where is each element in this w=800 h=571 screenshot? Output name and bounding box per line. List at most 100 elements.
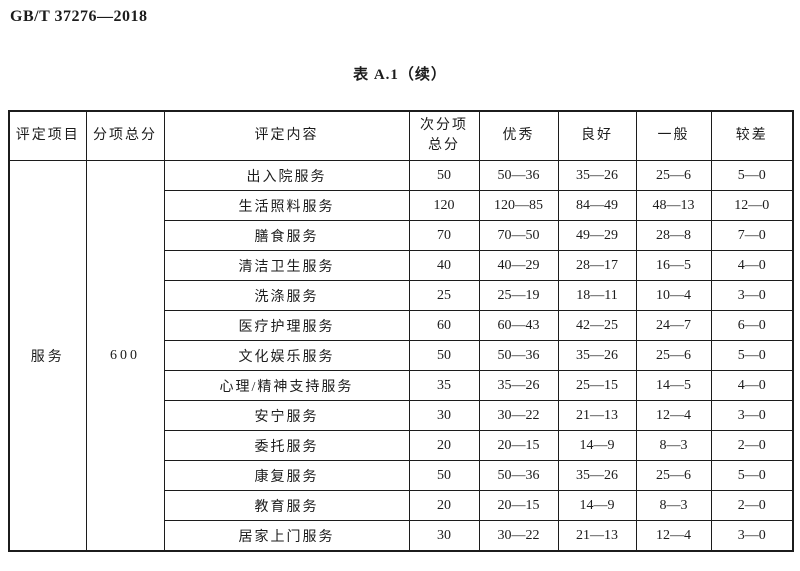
col-header-evaluation-item: 评定项目 (8, 110, 87, 161)
excellent-range-cell: 50—36 (478, 460, 559, 491)
good-range-cell: 35—26 (557, 160, 637, 191)
excellent-range-cell: 30—22 (478, 400, 559, 431)
subtotal-cell: 25 (408, 280, 480, 311)
poor-range-cell: 5—0 (710, 160, 794, 191)
good-range-cell: 42—25 (557, 310, 637, 341)
good-range-cell: 14—9 (557, 490, 637, 521)
table-row: 服务 600 出入院服务 50 50—36 35—26 25—6 5—0 (8, 160, 794, 552)
content-cell: 出入院服务 (163, 160, 410, 191)
content-cell: 居家上门服务 (163, 520, 410, 552)
subtotal-cell: 60 (408, 310, 480, 341)
header-row: 评定项目 分项总分 评定内容 次分项 总分 优秀 良好 一般 较差 (8, 110, 794, 161)
good-range-cell: 21—13 (557, 520, 637, 552)
good-range-cell: 35—26 (557, 460, 637, 491)
col-header-secondary-subitem-total: 次分项 总分 (408, 110, 480, 161)
average-range-cell: 12—4 (635, 400, 712, 431)
subtotal-cell: 120 (408, 190, 480, 221)
content-cell: 医疗护理服务 (163, 310, 410, 341)
content-cell: 生活照料服务 (163, 190, 410, 221)
subtotal-cell: 50 (408, 160, 480, 191)
content-cell: 安宁服务 (163, 400, 410, 431)
subtotal-cell: 50 (408, 460, 480, 491)
subtotal-cell: 35 (408, 370, 480, 401)
poor-range-cell: 3—0 (710, 400, 794, 431)
excellent-range-cell: 35—26 (478, 370, 559, 401)
good-range-cell: 35—26 (557, 340, 637, 371)
average-range-cell: 14—5 (635, 370, 712, 401)
table-row: 清洁卫生服务 40 40—29 28—17 16—5 4—0 (9, 250, 794, 281)
average-range-cell: 24—7 (635, 310, 712, 341)
average-range-cell: 25—6 (635, 160, 712, 191)
rating-table: 评定项目 分项总分 评定内容 次分项 总分 优秀 良好 一般 较差 服务 600 出入… (8, 110, 794, 552)
excellent-range-cell: 50—36 (478, 340, 559, 371)
content-cell: 文化娱乐服务 (163, 340, 410, 371)
poor-range-cell: 2—0 (710, 430, 794, 461)
excellent-range-cell: 70—50 (478, 220, 559, 251)
poor-range-cell: 7—0 (710, 220, 794, 251)
content-cell: 膳食服务 (163, 220, 410, 251)
content-cell: 清洁卫生服务 (163, 250, 410, 281)
table-row: 生活照料服务 120 120—85 84—49 48—13 12—0 (9, 190, 794, 221)
poor-range-cell: 5—0 (710, 340, 794, 371)
good-range-cell: 21—13 (557, 400, 637, 431)
col-header-poor: 较差 (710, 110, 794, 161)
excellent-range-cell: 20—15 (478, 490, 559, 521)
col-header-excellent: 优秀 (478, 110, 559, 161)
table-row: 居家上门服务 30 30—22 21—13 12—4 3—0 (9, 520, 794, 552)
content-cell: 教育服务 (163, 490, 410, 521)
table-row: 文化娱乐服务 50 50—36 35—26 25—6 5—0 (9, 340, 794, 371)
standard-number: GB/T 37276—2018 (10, 8, 148, 25)
poor-range-cell: 4—0 (710, 370, 794, 401)
group-item-cell: 服务 (8, 160, 87, 552)
subtotal-cell: 50 (408, 340, 480, 371)
table-row: 医疗护理服务 60 60—43 42—25 24—7 6—0 (9, 310, 794, 341)
good-range-cell: 84—49 (557, 190, 637, 221)
poor-range-cell: 3—0 (710, 520, 794, 552)
table-row: 洗涤服务 25 25—19 18—11 10—4 3—0 (9, 280, 794, 311)
excellent-range-cell: 30—22 (478, 520, 559, 552)
excellent-range-cell: 20—15 (478, 430, 559, 461)
excellent-range-cell: 120—85 (478, 190, 559, 221)
col-header-good: 良好 (557, 110, 637, 161)
content-cell: 心理/精神支持服务 (163, 370, 410, 401)
average-range-cell: 8—3 (635, 430, 712, 461)
col-header-evaluation-content: 评定内容 (163, 110, 410, 161)
table-row: 安宁服务 30 30—22 21—13 12—4 3—0 (9, 400, 794, 431)
col-header-secondary-line1: 次分项 (420, 117, 468, 133)
average-range-cell: 8—3 (635, 490, 712, 521)
content-cell: 洗涤服务 (163, 280, 410, 311)
table-row: 康复服务 50 50—36 35—26 25—6 5—0 (9, 460, 794, 491)
excellent-range-cell: 60—43 (478, 310, 559, 341)
excellent-range-cell: 25—19 (478, 280, 559, 311)
average-range-cell: 48—13 (635, 190, 712, 221)
excellent-range-cell: 40—29 (478, 250, 559, 281)
content-cell: 委托服务 (163, 430, 410, 461)
content-cell: 康复服务 (163, 460, 410, 491)
average-range-cell: 25—6 (635, 460, 712, 491)
average-range-cell: 16—5 (635, 250, 712, 281)
average-range-cell: 25—6 (635, 340, 712, 371)
subtotal-cell: 70 (408, 220, 480, 251)
average-range-cell: 28—8 (635, 220, 712, 251)
poor-range-cell: 2—0 (710, 490, 794, 521)
subtotal-cell: 20 (408, 490, 480, 521)
average-range-cell: 12—4 (635, 520, 712, 552)
excellent-range-cell: 50—36 (478, 160, 559, 191)
good-range-cell: 18—11 (557, 280, 637, 311)
subtotal-cell: 40 (408, 250, 480, 281)
col-header-subitem-total: 分项总分 (85, 110, 165, 161)
good-range-cell: 25—15 (557, 370, 637, 401)
group-total-cell: 600 (85, 160, 165, 552)
table-title: 表 A.1（续） (353, 67, 447, 83)
poor-range-cell: 5—0 (710, 460, 794, 491)
poor-range-cell: 3—0 (710, 280, 794, 311)
subtotal-cell: 30 (408, 400, 480, 431)
poor-range-cell: 12—0 (710, 190, 794, 221)
poor-range-cell: 6—0 (710, 310, 794, 341)
col-header-average: 一般 (635, 110, 712, 161)
table-row: 教育服务 20 20—15 14—9 8—3 2—0 (9, 490, 794, 521)
good-range-cell: 49—29 (557, 220, 637, 251)
good-range-cell: 14—9 (557, 430, 637, 461)
subtotal-cell: 20 (408, 430, 480, 461)
subtotal-cell: 30 (408, 520, 480, 552)
